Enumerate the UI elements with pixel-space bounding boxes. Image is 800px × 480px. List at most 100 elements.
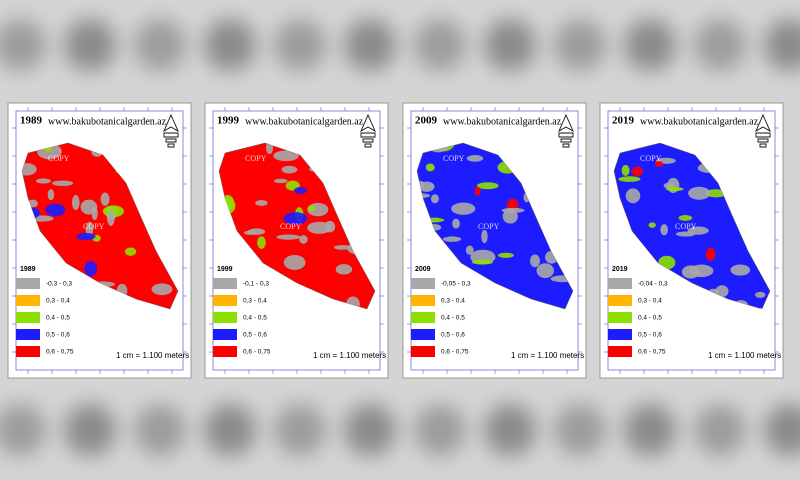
legend-swatch	[411, 329, 435, 340]
class-patch	[255, 199, 268, 206]
class-patch	[307, 205, 316, 212]
legend-label: -0,1 - 0,3	[243, 281, 269, 288]
legend-swatch	[213, 278, 237, 289]
website: www.bakubotanicalgarden.az	[640, 116, 759, 127]
class-patch	[247, 228, 266, 236]
legend-label: 0,4 - 0,5	[638, 315, 662, 322]
class-patch	[35, 178, 51, 184]
legend-label: 0,5 - 0,6	[638, 332, 662, 339]
legend-swatch	[608, 346, 632, 357]
class-patch	[76, 232, 96, 241]
map-frame	[212, 110, 381, 371]
class-patch	[625, 188, 641, 204]
class-patch	[536, 263, 554, 279]
class-patch	[529, 254, 541, 268]
bg-blob	[274, 19, 326, 71]
class-patch	[688, 186, 711, 200]
legend-label: 0,6 - 0,75	[638, 349, 666, 356]
class-patch	[687, 226, 709, 235]
class-patch	[84, 261, 98, 277]
legend-swatch	[411, 278, 435, 289]
class-patch	[273, 150, 299, 162]
class-patch	[276, 234, 301, 240]
bg-blob	[484, 404, 536, 456]
map-panel: 2009 www.bakubotanicalgarden.az COPY COPY 20…	[402, 102, 587, 379]
class-patch	[151, 283, 173, 296]
map-panel: 1989 www.bakubotanicalgarden.az COPY COPY 19…	[7, 102, 192, 379]
class-patch	[294, 187, 307, 194]
scale-text: 1 cm = 1.100 meters	[708, 351, 781, 360]
legend-label: -0,04 - 0,3	[638, 281, 668, 288]
legend-swatch	[411, 295, 435, 306]
bg-blob	[64, 404, 116, 456]
north-arrow	[755, 113, 771, 148]
bg-blob	[694, 19, 746, 71]
class-patch	[257, 236, 266, 249]
class-patch	[498, 252, 514, 258]
north-arrow	[558, 113, 574, 148]
legend-swatch	[608, 329, 632, 340]
class-patch	[465, 245, 474, 255]
legend-label: -0,05 - 0,3	[441, 281, 471, 288]
map-frame	[15, 110, 184, 371]
legend-swatch	[213, 295, 237, 306]
bg-blob	[134, 404, 186, 456]
legend-swatch	[16, 312, 40, 323]
legend-swatch	[608, 295, 632, 306]
class-patch	[451, 202, 476, 215]
legend-swatch	[213, 312, 237, 323]
bg-blob	[64, 19, 116, 71]
legend-swatch	[411, 346, 435, 357]
class-patch	[80, 199, 98, 215]
class-patch	[124, 247, 137, 256]
class-patch	[730, 264, 751, 276]
legend-title: 1999	[217, 266, 233, 273]
year-label: 2009	[415, 115, 438, 127]
year-label: 2019	[612, 115, 635, 127]
class-patch	[471, 259, 493, 265]
scale-text: 1 cm = 1.100 meters	[511, 351, 584, 360]
class-patch	[100, 192, 110, 206]
class-patch	[466, 154, 484, 162]
class-patch	[654, 160, 664, 168]
map-panel: 1999 www.bakubotanicalgarden.az COPY COPY 19…	[204, 102, 389, 379]
legend-label: 0,6 - 0,75	[243, 349, 271, 356]
bg-blob	[484, 19, 536, 71]
legend-swatch	[411, 312, 435, 323]
class-patch	[430, 194, 439, 204]
year-label: 1999	[217, 115, 240, 127]
website: www.bakubotanicalgarden.az	[48, 116, 167, 127]
bg-blob	[344, 404, 396, 456]
watermark: COPY	[83, 222, 105, 231]
watermark: COPY	[675, 222, 697, 231]
legend-label: 0,3 - 0,4	[46, 298, 70, 305]
bg-blob	[624, 19, 676, 71]
bg-blob	[414, 404, 466, 456]
bg-blob	[274, 404, 326, 456]
website: www.bakubotanicalgarden.az	[443, 116, 562, 127]
class-patch	[85, 221, 94, 237]
map-panel: 2019 www.bakubotanicalgarden.az COPY COPY 20…	[599, 102, 784, 379]
bg-blob	[0, 404, 46, 456]
scale-text: 1 cm = 1.100 meters	[116, 351, 189, 360]
class-patch	[283, 212, 308, 225]
class-patch	[452, 218, 460, 229]
class-patch	[106, 210, 115, 226]
bg-blob	[134, 19, 186, 71]
class-patch	[705, 247, 716, 262]
class-patch	[442, 236, 462, 242]
class-patch	[335, 264, 353, 275]
legend-label: 0,4 - 0,5	[46, 315, 70, 322]
class-patch	[418, 181, 435, 192]
legend-label: 0,5 - 0,6	[441, 332, 465, 339]
bg-blob	[204, 19, 256, 71]
legend-label: 0,6 - 0,75	[46, 349, 74, 356]
class-patch	[273, 178, 288, 184]
watermark: COPY	[280, 222, 302, 231]
legend-swatch	[213, 329, 237, 340]
class-patch	[689, 264, 714, 278]
map-frame	[410, 110, 579, 371]
class-patch	[333, 245, 351, 250]
class-patch	[618, 176, 641, 182]
